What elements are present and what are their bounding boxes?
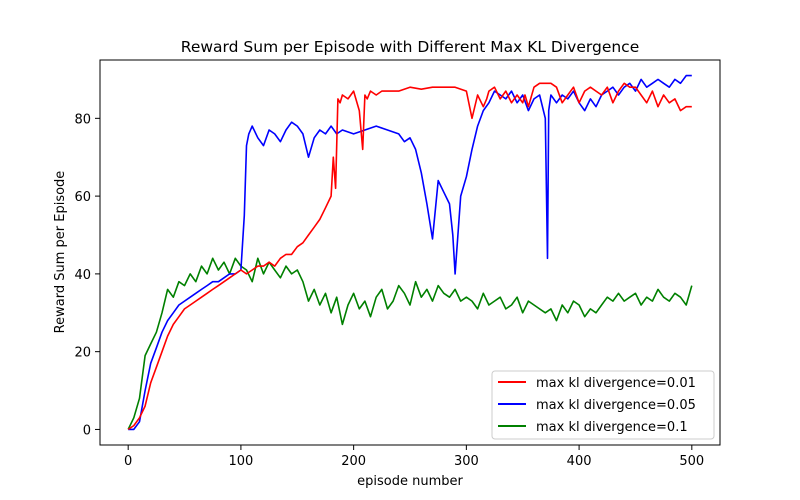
- legend: max kl divergence=0.01 max kl divergence…: [491, 370, 715, 440]
- y-tick-label: 40: [74, 268, 91, 283]
- x-axis-label: episode number: [357, 474, 463, 489]
- y-axis-ticks: 0 20 40 60 80: [74, 112, 100, 438]
- legend-box: [491, 370, 715, 440]
- x-tick-label: 200: [341, 454, 366, 469]
- legend-label-0: max kl divergence=0.01: [536, 376, 696, 391]
- x-tick-label: 400: [567, 454, 592, 469]
- plot-frame: [99, 59, 721, 446]
- y-tick-label: 60: [74, 190, 91, 205]
- x-tick-label: 500: [679, 454, 704, 469]
- chart-title: Reward Sum per Episode with Different Ma…: [181, 38, 639, 56]
- x-tick-label: 0: [124, 454, 132, 469]
- x-tick-label: 300: [454, 454, 479, 469]
- series-layer: [127, 74, 693, 431]
- x-axis-ticks: 0 100 200 300 400 500: [124, 445, 704, 469]
- y-tick-label: 0: [83, 423, 91, 438]
- y-tick-label: 80: [74, 112, 91, 127]
- x-tick-label: 100: [228, 454, 253, 469]
- legend-label-1: max kl divergence=0.05: [536, 398, 696, 413]
- series-line-2: [127, 257, 693, 430]
- y-axis-label: Reward Sum per Episode: [53, 171, 68, 334]
- y-tick-label: 20: [74, 346, 91, 361]
- plot-area: [99, 59, 721, 446]
- series-line-1: [128, 74, 692, 431]
- series-line-0: [127, 82, 692, 431]
- legend-label-2: max kl divergence=0.1: [536, 420, 688, 435]
